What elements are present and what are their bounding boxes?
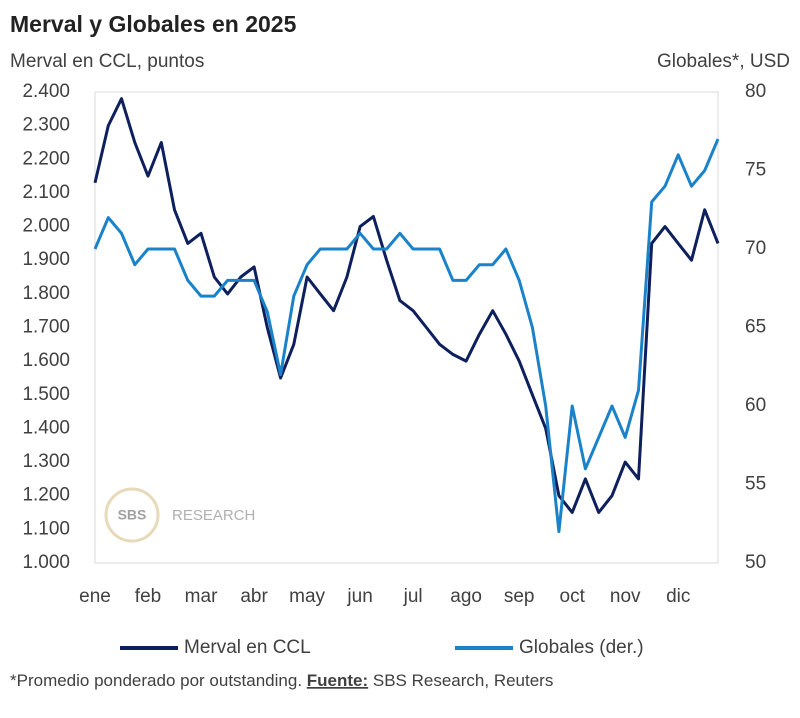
- y-tick-label: 1.900: [22, 249, 70, 270]
- y-tick-label: 2.400: [22, 81, 70, 102]
- source-text: SBS Research, Reuters: [368, 671, 553, 690]
- y-tick-label: 1.300: [22, 451, 70, 472]
- y2-tick-label: 65: [745, 317, 766, 338]
- x-tick-label: feb: [135, 586, 161, 607]
- y-tick-label: 1.500: [22, 384, 70, 405]
- y2-tick-label: 75: [745, 160, 766, 181]
- y-axis-label: Merval en CCL, puntos: [10, 51, 204, 72]
- y-tick-label: 1.100: [22, 518, 70, 539]
- y-tick-label: 1.600: [22, 350, 70, 371]
- x-tick-label: sep: [504, 586, 535, 607]
- y2-tick-label: 55: [745, 474, 766, 495]
- y2-tick-label: 80: [745, 81, 766, 102]
- x-tick-label: ago: [450, 586, 482, 607]
- legend-label: Globales (der.): [519, 637, 644, 658]
- y-tick-label: 2.100: [22, 182, 70, 203]
- watermark-text: RESEARCH: [172, 507, 255, 524]
- legend-label: Merval en CCL: [184, 637, 311, 658]
- y-tick-label: 1.200: [22, 485, 70, 506]
- y-tick-label: 1.800: [22, 283, 70, 304]
- y-tick-label: 1.400: [22, 417, 70, 438]
- x-tick-label: jul: [403, 586, 423, 607]
- y-tick-label: 2.200: [22, 148, 70, 169]
- source-label: Fuente:: [307, 671, 368, 690]
- plot-frame: [94, 91, 719, 564]
- chart-title: Merval y Globales en 2025: [10, 11, 297, 37]
- x-tick-label: oct: [560, 586, 586, 607]
- y-tick-label: 2.300: [22, 115, 70, 136]
- y-tick-label: 1.700: [22, 317, 70, 338]
- x-tick-label: dic: [666, 586, 690, 607]
- footnote: *Promedio ponderado por outstanding. Fue…: [10, 671, 553, 690]
- x-tick-label: jun: [346, 586, 372, 607]
- watermark-logo-ring: [104, 487, 160, 543]
- x-tick-label: may: [289, 586, 325, 607]
- note-text: *Promedio ponderado por outstanding.: [10, 671, 307, 690]
- series-line: [93, 138, 720, 534]
- y2-tick-label: 60: [745, 395, 766, 416]
- watermark-logo: SBS: [118, 507, 147, 523]
- x-tick-label: ene: [79, 586, 111, 607]
- y-tick-label: 2.000: [22, 216, 70, 237]
- y2-tick-label: 70: [745, 238, 766, 259]
- x-tick-label: mar: [185, 586, 218, 607]
- y2-tick-label: 50: [745, 552, 766, 573]
- y2-axis-label: Globales*, USD: [657, 51, 790, 72]
- x-tick-label: nov: [610, 586, 641, 607]
- y-tick-label: 1.000: [22, 552, 70, 573]
- series-line: [93, 97, 720, 514]
- x-tick-label: abr: [240, 586, 268, 607]
